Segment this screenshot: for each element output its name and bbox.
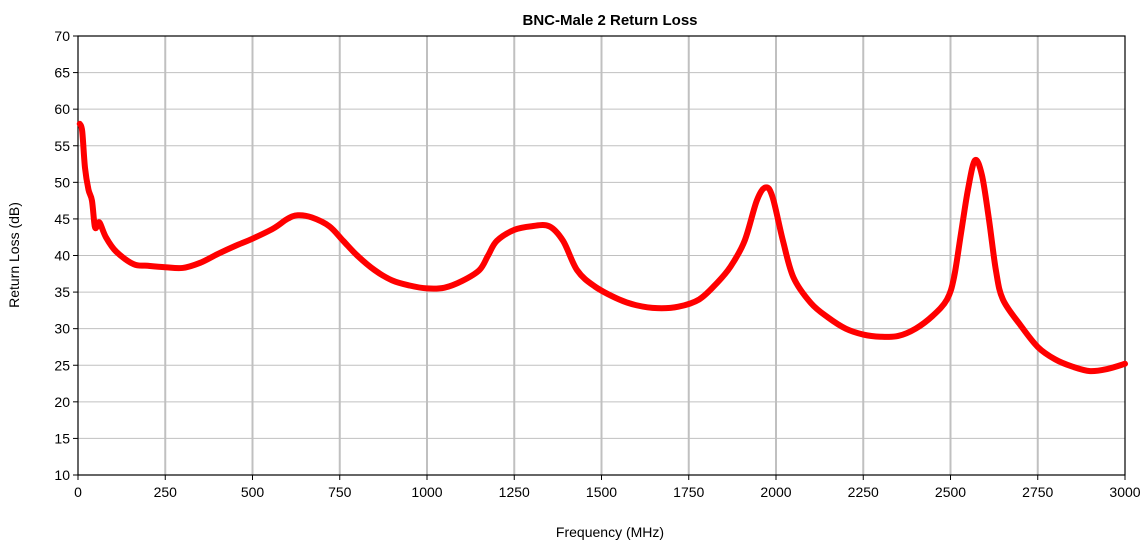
x-tick-label: 750 — [328, 484, 352, 500]
y-tick-label: 60 — [54, 101, 70, 117]
x-tick-label: 2250 — [848, 484, 879, 500]
y-tick-label: 40 — [54, 248, 70, 264]
x-axis-title: Frequency (MHz) — [556, 524, 664, 540]
x-tick-label: 500 — [241, 484, 265, 500]
y-tick-label: 10 — [54, 467, 70, 483]
y-axis-title: Return Loss (dB) — [6, 202, 22, 308]
y-tick-label: 50 — [54, 174, 70, 190]
x-tick-label: 0 — [74, 484, 82, 500]
gridlines — [78, 36, 1125, 475]
x-tick-label: 3000 — [1109, 484, 1140, 500]
y-axis-ticks: 10 15 20 25 30 35 40 45 50 55 60 65 70 — [54, 28, 78, 483]
y-tick-label: 45 — [54, 211, 70, 227]
y-tick-label: 30 — [54, 321, 70, 337]
y-tick-label: 25 — [54, 357, 70, 373]
x-tick-label: 2750 — [1022, 484, 1053, 500]
x-tick-label: 1750 — [673, 484, 704, 500]
x-tick-label: 2000 — [760, 484, 791, 500]
x-tick-label: 1000 — [411, 484, 442, 500]
y-tick-label: 55 — [54, 138, 70, 154]
return-loss-series-line — [76, 120, 1128, 375]
y-tick-label: 20 — [54, 394, 70, 410]
x-tick-label: 1250 — [499, 484, 530, 500]
y-tick-label: 15 — [54, 430, 70, 446]
chart-title: BNC-Male 2 Return Loss — [522, 12, 697, 29]
x-axis-ticks: 0 250 500 750 1000 1250 1500 1750 2000 2250 2500 27… — [74, 475, 1141, 500]
x-tick-label: 2500 — [935, 484, 966, 500]
series-layer — [76, 120, 1128, 375]
x-tick-label: 1500 — [586, 484, 617, 500]
y-tick-label: 65 — [54, 65, 70, 81]
y-tick-label: 35 — [54, 284, 70, 300]
y-tick-label: 70 — [54, 28, 70, 44]
x-tick-label: 250 — [154, 484, 178, 500]
